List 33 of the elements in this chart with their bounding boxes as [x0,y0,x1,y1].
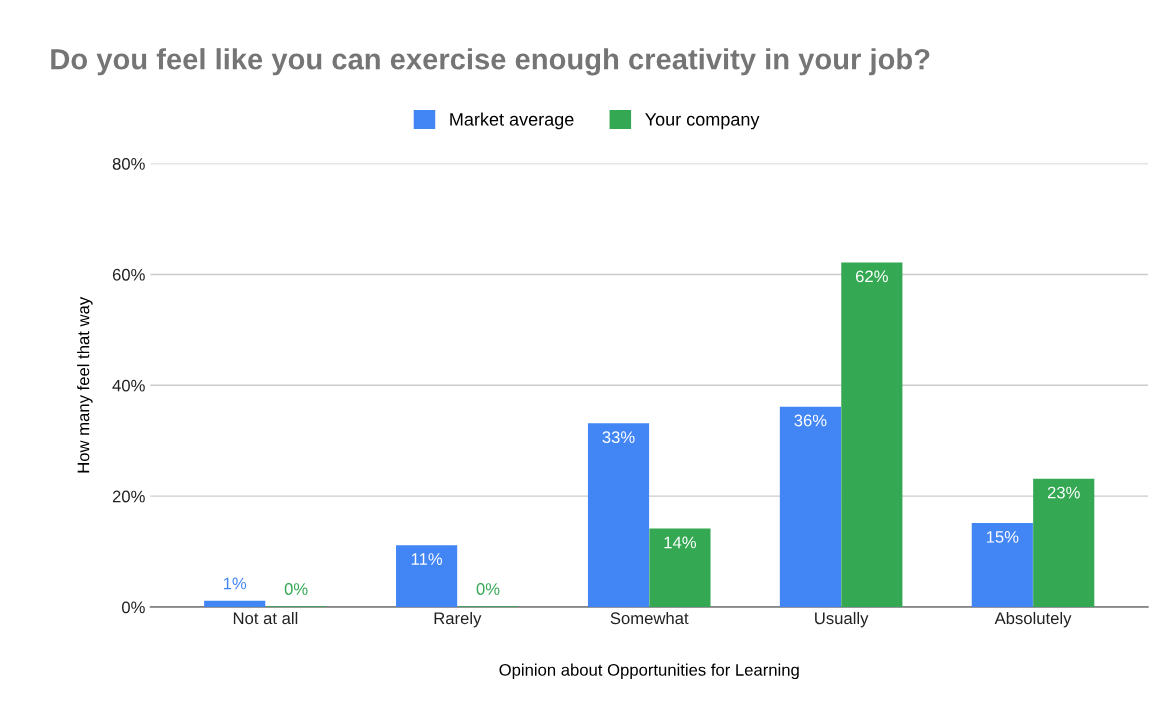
bar [649,528,711,608]
legend-label: Your company [645,113,760,130]
data-label: 11% [411,553,443,565]
data-label: 36% [794,414,827,427]
bar [779,406,842,608]
x-axis-title: Opinion about Opportunities for Learning [499,663,799,680]
y-tick-label: 0% [121,601,145,614]
bar [204,600,266,608]
x-tick-label: Usually [815,611,869,628]
bar [587,423,650,608]
y-axis-title: How many feel that way [77,296,93,473]
data-label: 15% [986,531,1019,543]
x-tick-label: Not at all [233,611,298,625]
data-label: 33% [602,431,635,444]
data-label: 0% [284,583,308,595]
x-tick-label: Somewhat [610,611,689,625]
x-tick-label: Rarely [434,611,482,628]
x-tick-label: Absolutely [994,611,1072,628]
y-tick-label: 20% [112,490,145,503]
data-label: 23% [1047,486,1080,499]
bar [971,523,1033,608]
data-label: 62% [856,270,888,283]
y-tick-label: 80% [112,157,145,170]
y-tick-label: 40% [112,379,145,392]
data-label: 0% [476,583,500,595]
bar [1033,478,1095,608]
legend-label: Market average [450,112,574,130]
chart-title: Do you feel like you can exercise enough creativity in your job? [51,48,930,76]
bar [396,545,458,608]
bar [841,262,903,608]
data-label: 1% [223,577,247,590]
data-label: 14% [664,536,697,549]
y-tick-label: 60% [112,268,145,281]
